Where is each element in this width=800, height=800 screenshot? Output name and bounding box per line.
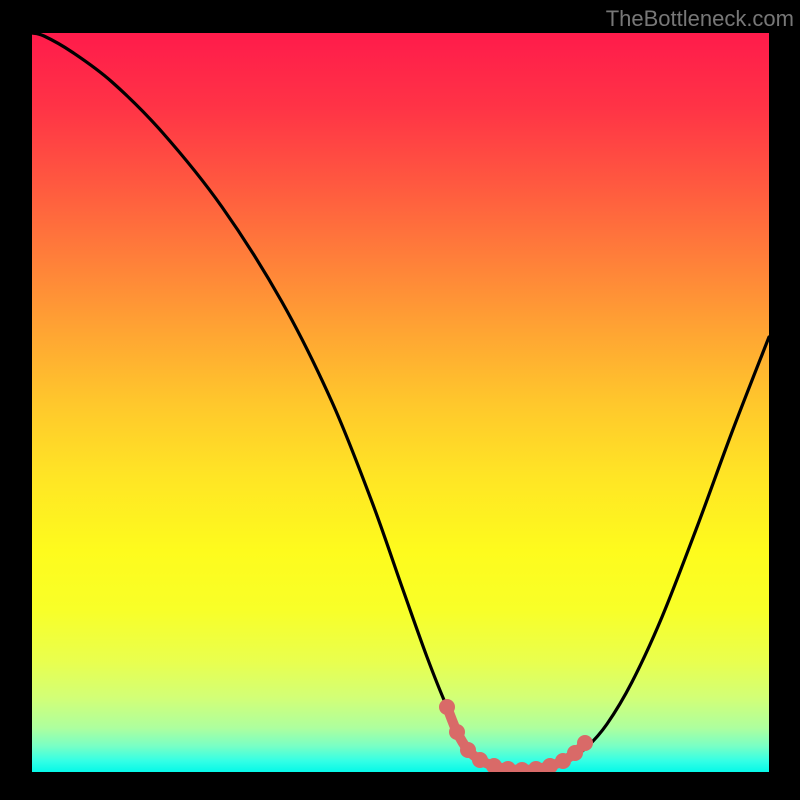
- marker-dot: [528, 761, 544, 772]
- optimal-zone-markers: [32, 33, 769, 772]
- marker-dot: [449, 724, 465, 740]
- plot-area: [32, 33, 769, 772]
- watermark-label: TheBottleneck.com: [606, 6, 794, 32]
- marker-dot: [514, 762, 530, 772]
- marker-dot: [472, 752, 488, 768]
- marker-dot: [439, 699, 455, 715]
- marker-dot: [577, 735, 593, 751]
- marker-dot: [500, 761, 516, 772]
- chart-stage: TheBottleneck.com: [0, 0, 800, 800]
